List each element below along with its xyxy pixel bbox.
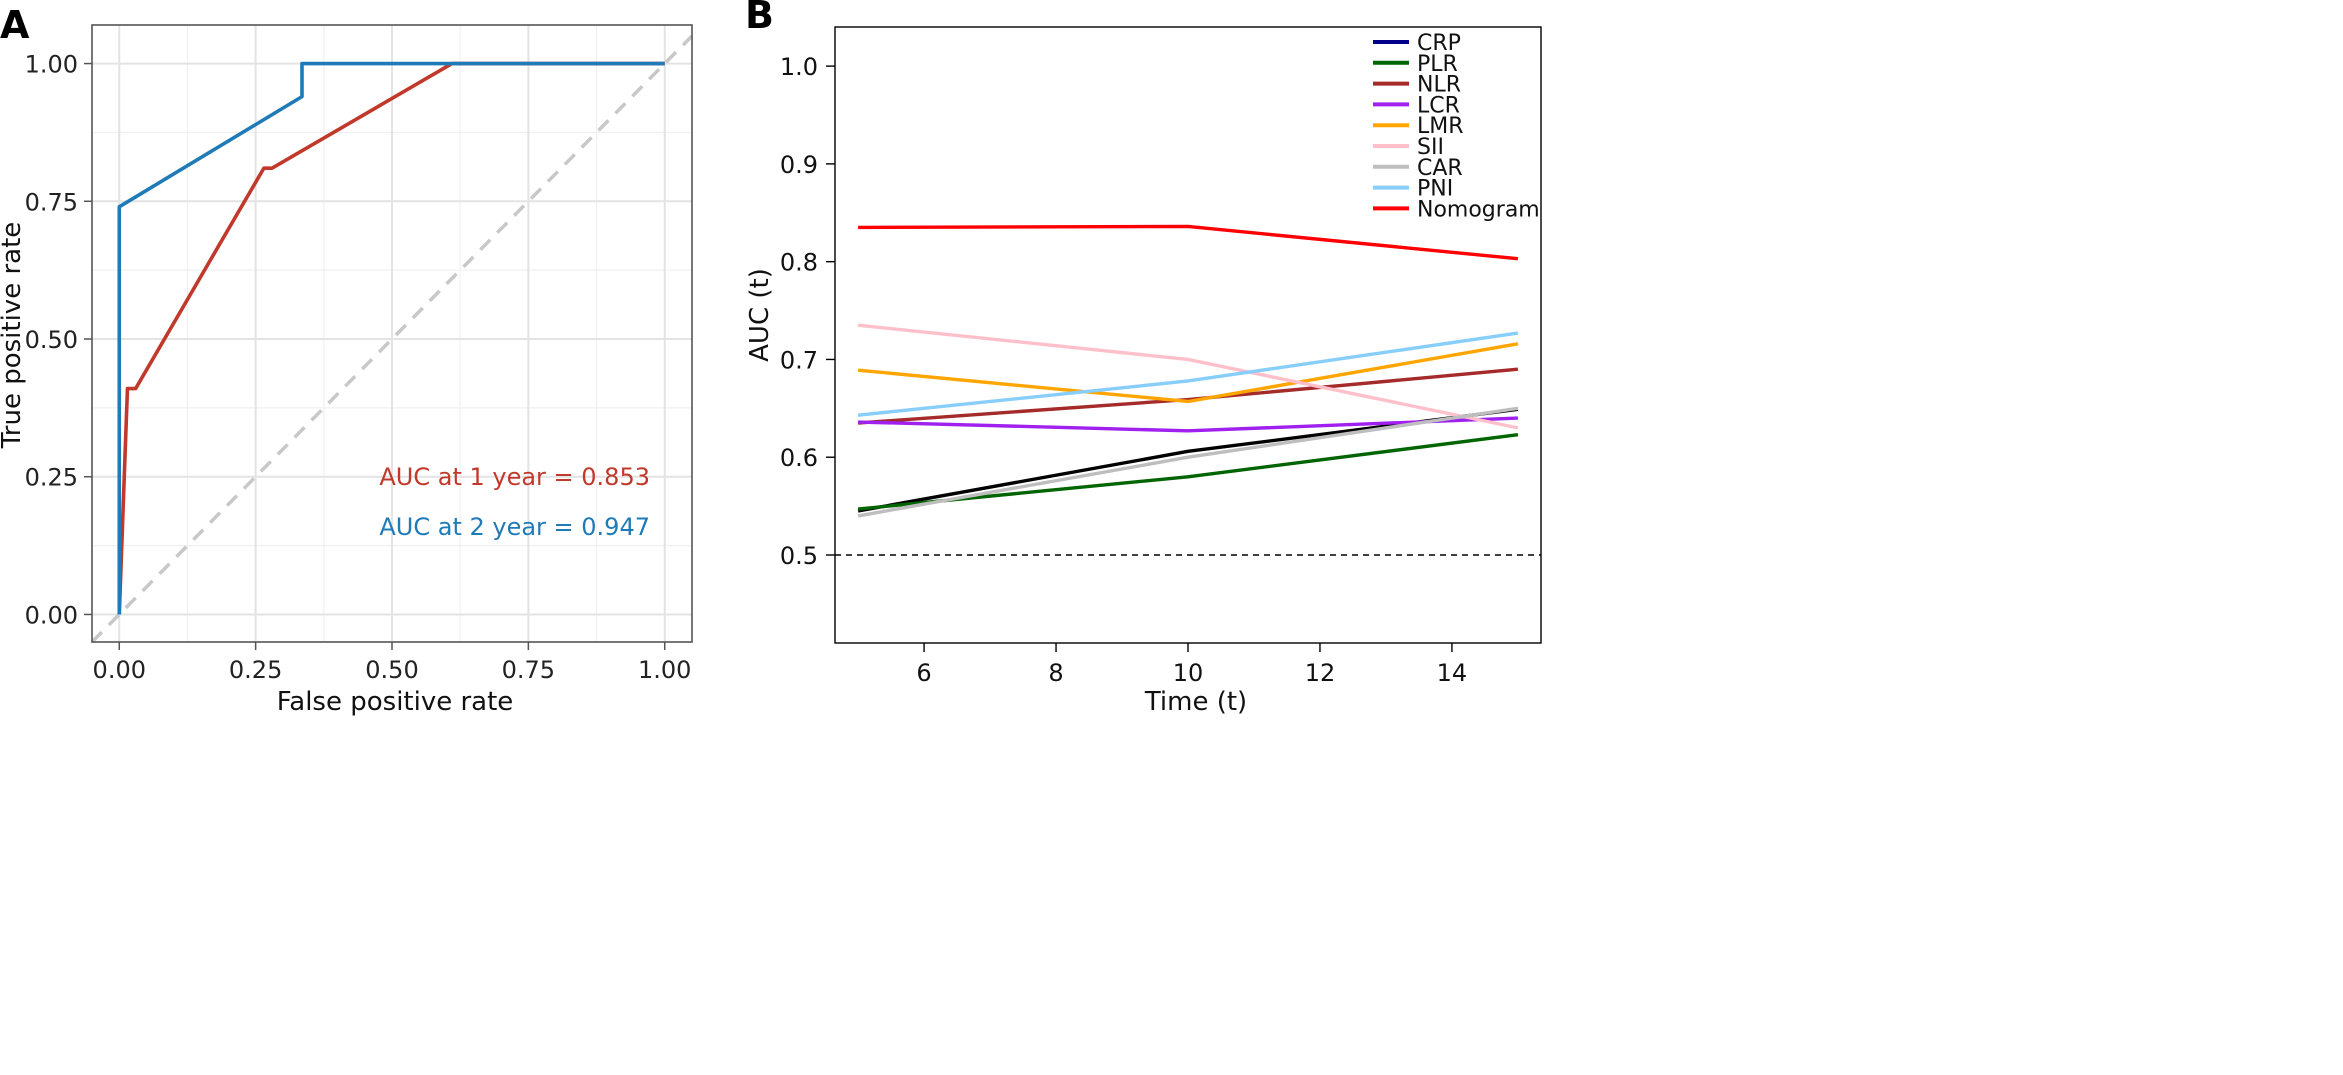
y-tick-label: 0.7: [780, 346, 818, 374]
series-line-lcr: [858, 416, 1518, 433]
auc-annotation-1-year: AUC at 1 year = 0.853: [379, 463, 650, 491]
y-tick-label: 1.00: [25, 51, 78, 79]
y-tick-label: 0.9: [780, 151, 818, 179]
series-lines-a: [90, 34, 694, 644]
y-ticks-a: 0.00 0.25 0.50 0.75 1.00: [25, 51, 92, 629]
x-tick-label: 0.75: [502, 656, 555, 684]
y-axis-title-b: AUC (t): [745, 268, 775, 362]
x-tick-label: 10: [1173, 659, 1204, 687]
series-lines-b: [857, 224, 1519, 518]
panel-label-b: B: [745, 0, 774, 37]
series-line-car: [857, 406, 1519, 518]
y-tick-label: 0.00: [25, 601, 78, 629]
y-tick-label: 0.50: [25, 326, 78, 354]
legend-label-lcr: LCR: [1417, 93, 1460, 118]
x-tick-label: 8: [1048, 659, 1063, 687]
series-line-nomogram: [858, 224, 1519, 261]
legend-label-pni: PNI: [1417, 177, 1453, 202]
x-tick-label: 12: [1305, 659, 1336, 687]
x-ticks-a: 0.00 0.25 0.50 0.75 1.00: [93, 642, 691, 684]
x-axis-title-a: False positive rate: [277, 687, 514, 717]
grid-a: [92, 25, 692, 642]
y-tick-label: 0.5: [780, 542, 818, 570]
y-tick-label: 0.75: [25, 188, 78, 216]
series-line-plr: [857, 433, 1519, 511]
x-tick-label: 6: [916, 659, 931, 687]
series-line-nlr: [857, 367, 1519, 425]
legend-label-plr: PLR: [1417, 52, 1458, 77]
y-tick-label: 0.6: [780, 444, 818, 472]
series-line-sii: [857, 323, 1519, 430]
x-tick-label: 1.00: [638, 656, 691, 684]
y-tick-label: 0.25: [25, 464, 78, 492]
x-tick-label: 14: [1437, 659, 1468, 687]
x-tick-label: 0.50: [365, 656, 418, 684]
legend-label-nlr: NLR: [1417, 73, 1461, 98]
roc-line-2-year: [117, 61, 665, 615]
legend-label-crp: CRP: [1417, 31, 1461, 56]
legend-label-car: CAR: [1417, 156, 1463, 181]
x-tick-label: 0.00: [93, 656, 146, 684]
y-tick-label: 1.0: [780, 53, 818, 81]
panel-label-a: A: [0, 3, 30, 47]
series-line-pni: [857, 331, 1519, 417]
auc-annotation-2-year: AUC at 2 year = 0.947: [379, 513, 650, 541]
y-ticks-b: 0.5 0.6 0.7 0.8 0.9 1.0: [780, 53, 835, 570]
legend-label-nomogram: Nomogram: [1417, 197, 1540, 222]
legend-label-lmr: LMR: [1417, 114, 1464, 139]
x-tick-label: 0.25: [229, 656, 282, 684]
x-ticks-b: 6 8 10 12 14: [916, 643, 1467, 687]
legend-label-sii: SII: [1417, 135, 1444, 160]
panel-a: A 0.00 0.25 0.50 0.75 1.00 0.00 0.25 0.50 0.75 1…: [0, 3, 694, 717]
panel-b: B 6 8 10 12 14 0.5 0.6 0.7 0.8 0.9 1.0 Time (t) A…: [745, 0, 1542, 717]
series-line-lmr: [857, 342, 1519, 404]
y-tick-label: 0.8: [780, 249, 818, 277]
y-axis-title-a: True positive rate: [0, 222, 27, 450]
x-axis-title-b: Time (t): [1144, 687, 1247, 717]
